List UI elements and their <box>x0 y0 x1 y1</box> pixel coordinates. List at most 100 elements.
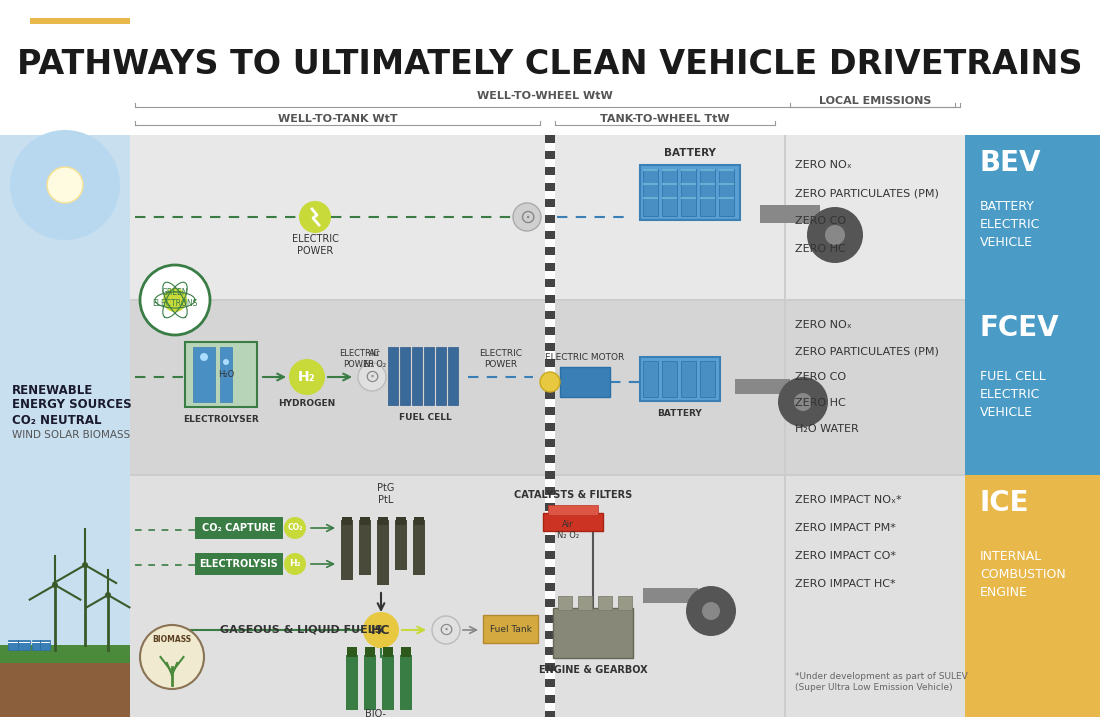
Bar <box>544 591 556 599</box>
Bar <box>544 559 556 567</box>
Text: BIO-
FUEL: BIO- FUEL <box>364 709 388 717</box>
Bar <box>544 607 556 615</box>
Bar <box>544 431 556 439</box>
Bar <box>578 596 592 610</box>
Bar <box>681 169 696 171</box>
Bar <box>544 567 556 575</box>
Bar <box>544 367 556 375</box>
Bar <box>560 367 610 397</box>
Bar <box>544 271 556 279</box>
Bar <box>130 300 965 475</box>
Bar <box>412 347 422 405</box>
Bar <box>130 135 965 300</box>
Bar <box>544 199 556 207</box>
Bar <box>640 357 720 401</box>
Text: ELECTROLYSER: ELECTROLYSER <box>183 414 258 424</box>
Bar <box>346 655 358 710</box>
Bar <box>681 169 696 216</box>
Circle shape <box>432 616 460 644</box>
Text: FUEL CELL: FUEL CELL <box>399 412 452 422</box>
Bar <box>544 543 556 551</box>
Bar <box>192 347 215 402</box>
Bar <box>32 640 50 650</box>
Bar <box>544 503 556 511</box>
Bar <box>0 660 130 717</box>
Circle shape <box>104 592 111 598</box>
Bar <box>544 455 556 463</box>
Bar <box>544 615 556 623</box>
Bar <box>544 511 556 519</box>
Bar <box>395 520 407 570</box>
Circle shape <box>807 207 864 263</box>
Bar <box>346 647 358 657</box>
Bar <box>719 197 734 199</box>
Bar <box>544 351 556 359</box>
Bar <box>195 553 283 575</box>
Bar <box>382 655 394 710</box>
Bar <box>195 517 283 539</box>
Text: ICE: ICE <box>980 489 1030 517</box>
Circle shape <box>778 377 828 427</box>
Bar <box>0 135 130 717</box>
Bar <box>644 361 658 397</box>
Bar <box>662 197 676 199</box>
Bar <box>359 520 371 575</box>
Bar <box>544 535 556 543</box>
Bar <box>544 655 556 663</box>
Bar <box>548 505 598 515</box>
Bar <box>784 135 786 717</box>
Bar <box>30 18 130 24</box>
Bar <box>700 183 715 185</box>
Bar <box>543 513 603 531</box>
Bar <box>8 640 30 650</box>
Text: ZERO HC: ZERO HC <box>795 398 846 408</box>
Bar <box>719 169 734 216</box>
Bar <box>544 295 556 303</box>
Bar <box>681 183 696 185</box>
Circle shape <box>363 612 399 648</box>
Bar <box>719 183 734 185</box>
Text: ZERO IMPACT NOₓ*: ZERO IMPACT NOₓ* <box>795 495 902 505</box>
Bar <box>544 679 556 687</box>
Bar <box>544 399 556 407</box>
Text: BATTERY
ELECTRIC
VEHICLE: BATTERY ELECTRIC VEHICLE <box>980 201 1041 250</box>
Text: TANK-TO-WHEEL TtW: TANK-TO-WHEEL TtW <box>601 114 729 124</box>
Bar <box>544 463 556 471</box>
Bar <box>644 197 658 199</box>
Bar <box>644 169 658 216</box>
Text: CO₂: CO₂ <box>287 523 303 533</box>
Circle shape <box>223 359 229 365</box>
Bar <box>644 588 698 603</box>
Bar <box>220 347 232 402</box>
Text: H₂O WATER: H₂O WATER <box>795 424 859 434</box>
Bar <box>448 347 458 405</box>
Circle shape <box>140 625 204 689</box>
Bar <box>424 347 434 405</box>
Bar <box>400 655 412 710</box>
Text: RENEWABLE: RENEWABLE <box>12 384 94 397</box>
Bar <box>544 191 556 199</box>
Bar <box>662 183 676 185</box>
Bar <box>965 135 1100 300</box>
Bar <box>785 475 965 717</box>
Bar <box>544 711 556 717</box>
Bar <box>544 423 556 431</box>
Text: CO₂ NEUTRAL: CO₂ NEUTRAL <box>12 414 101 427</box>
Bar <box>544 439 556 447</box>
Bar <box>544 671 556 679</box>
Text: BATTERY: BATTERY <box>658 409 703 417</box>
Bar <box>544 391 556 399</box>
Bar <box>760 205 820 223</box>
Bar <box>700 169 715 171</box>
Text: ZERO IMPACT HC*: ZERO IMPACT HC* <box>795 579 895 589</box>
Bar <box>544 487 556 495</box>
Circle shape <box>284 553 306 575</box>
Bar <box>544 623 556 631</box>
Bar <box>662 169 676 171</box>
Bar <box>544 231 556 239</box>
Text: H₂: H₂ <box>289 559 300 569</box>
Text: GASEOUS & LIQUID FUELS: GASEOUS & LIQUID FUELS <box>220 625 383 635</box>
Bar <box>681 197 696 199</box>
Bar <box>719 169 734 171</box>
Bar <box>412 520 425 575</box>
